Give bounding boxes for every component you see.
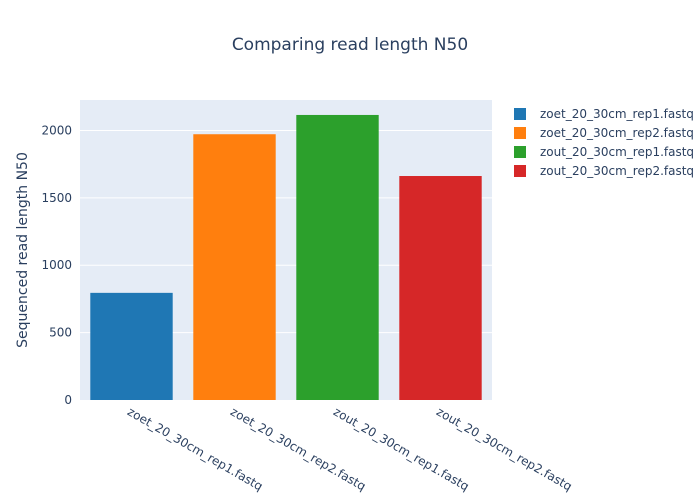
bar-4[interactable] — [399, 176, 482, 400]
bars — [90, 114, 482, 401]
legend-swatch — [514, 127, 526, 139]
y-tick-label: 2000 — [41, 123, 72, 137]
legend-item[interactable]: zoet_20_30cm_rep1.fastq — [514, 107, 694, 121]
legend-label: zoet_20_30cm_rep1.fastq — [540, 107, 694, 121]
legend[interactable]: zoet_20_30cm_rep1.fastq zoet_20_30cm_rep2… — [514, 107, 694, 178]
y-axis-title: Sequenced read length N50 — [15, 152, 31, 348]
legend-item[interactable]: zout_20_30cm_rep2.fastq — [514, 164, 694, 178]
legend-swatch — [514, 146, 526, 158]
legend-label: zout_20_30cm_rep1.fastq — [540, 145, 694, 159]
y-tick-label: 1000 — [41, 258, 72, 272]
x-axis-ticks: zoet_20_30cm_rep1.fastqzoet_20_30cm_rep2… — [125, 404, 574, 493]
legend-item[interactable]: zout_20_30cm_rep1.fastq — [514, 145, 694, 159]
bar-1[interactable] — [90, 292, 173, 400]
legend-swatch — [514, 108, 526, 120]
legend-item[interactable]: zoet_20_30cm_rep2.fastq — [514, 126, 694, 140]
y-tick-label: 0 — [64, 393, 72, 407]
bar-2[interactable] — [193, 134, 276, 400]
y-tick-label: 1500 — [41, 191, 72, 205]
legend-label: zout_20_30cm_rep2.fastq — [540, 164, 694, 178]
legend-label: zoet_20_30cm_rep2.fastq — [540, 126, 694, 140]
y-axis-ticks: 0 500 1000 1500 2000 — [41, 123, 72, 407]
bar-3[interactable] — [296, 114, 379, 401]
y-tick-label: 500 — [49, 326, 72, 340]
chart-title: Comparing read length N50 — [232, 35, 468, 55]
legend-swatch — [514, 165, 526, 177]
